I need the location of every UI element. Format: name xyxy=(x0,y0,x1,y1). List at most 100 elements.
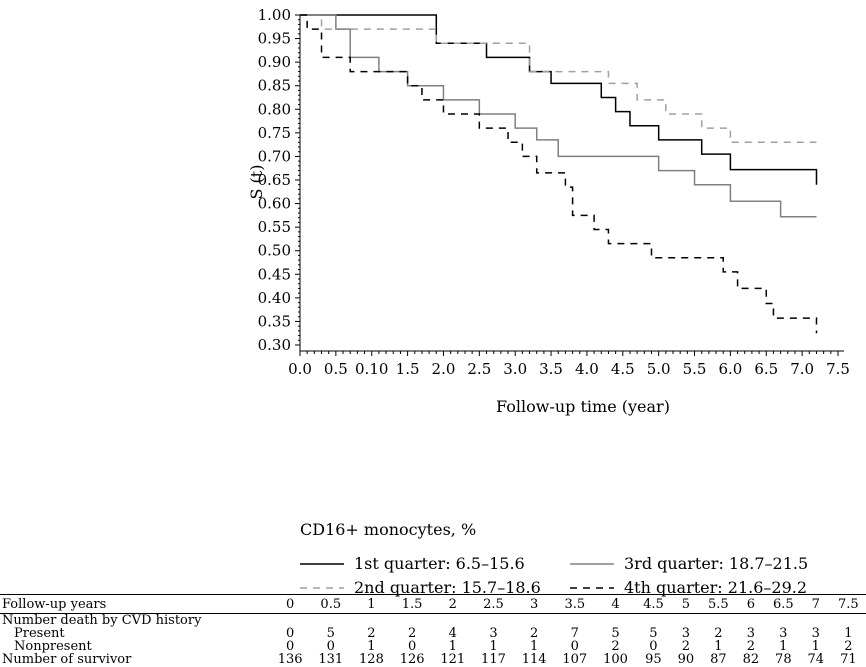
table-value-cell: 1 xyxy=(367,639,376,654)
table-value-cell: 2 xyxy=(407,626,417,641)
table-value-cell: 0 xyxy=(326,639,335,654)
y-tick-label: 0.45 xyxy=(258,265,291,283)
table-empty-cell xyxy=(310,614,351,628)
legend-item-q4: 4th quarter: 21.6–29.2 xyxy=(570,578,807,597)
table-value-cell: 90 xyxy=(677,652,695,667)
y-axis-label: S (t) xyxy=(247,165,266,200)
legend-item-q1: 1st quarter: 6.5–15.6 xyxy=(300,554,525,573)
table-empty-cell xyxy=(473,614,514,628)
table-empty-cell xyxy=(701,614,736,628)
table-value-cell: 0 xyxy=(407,639,417,654)
x-tick-label: 3.5 xyxy=(539,360,563,378)
table-year-cell: 2 xyxy=(432,594,474,614)
table-row-label: Number of survivor xyxy=(2,652,132,667)
table-value-cell: 78 xyxy=(775,652,792,667)
table-section-label: Number death by CVD history xyxy=(2,613,202,628)
table-empty-cell xyxy=(514,614,555,628)
table-year-cell: 1 xyxy=(351,594,392,614)
legend-title: CD16+ monocytes, % xyxy=(300,520,477,539)
table-empty-cell xyxy=(766,614,801,628)
table-year-cell: 5.5 xyxy=(700,594,736,614)
table-year-cell: 3 xyxy=(513,594,555,614)
y-tick-label: 1.00 xyxy=(258,6,291,24)
table-value-cell: 117 xyxy=(481,652,506,667)
table-value-cell: 0 xyxy=(570,639,579,654)
table-year-cell: 2.5 xyxy=(473,594,514,614)
table-year-cell: 0 xyxy=(269,594,311,614)
series-line-q3 xyxy=(300,14,817,218)
y-tick-label: 0.35 xyxy=(258,312,291,330)
table-row: Number of survivor 136 131 128 126 121 117 114 1… xyxy=(0,653,866,666)
legend-label-q3: 3rd quarter: 18.7–21.5 xyxy=(624,554,809,573)
table-value-cell: 0 xyxy=(285,639,295,654)
table-year-cell: 3.5 xyxy=(554,594,596,614)
table-value-cell: 5 xyxy=(326,626,335,641)
table-value-cell: 95 xyxy=(645,652,662,667)
table-row: Nonpresent 0 0 1 0 1 1 1 0 2 0 2 1 2 1 1 2 xyxy=(0,640,866,653)
table-value-cell: 82 xyxy=(742,652,760,667)
legend-swatch-q3 xyxy=(570,562,614,565)
table-value-cell: 2 xyxy=(714,626,723,641)
survival-chart: 1.000.950.900.850.800.750.700.650.600.55… xyxy=(247,6,850,416)
table-value-cell: 2 xyxy=(681,639,691,654)
table-value-cell: 1 xyxy=(529,639,539,654)
table-header-row: Follow-up years 0 0.5 1 1.5 2 2.5 3 3.5 4 4.5 5 5.5 6… xyxy=(0,594,866,614)
table-value-cell: 5 xyxy=(611,626,620,641)
table-value-cell: 71 xyxy=(840,652,857,667)
table-empty-cell xyxy=(432,614,473,628)
table-value-cell: 136 xyxy=(277,652,303,667)
table-value-cell: 131 xyxy=(318,652,344,667)
x-tick-label: 5.5 xyxy=(683,360,707,378)
x-tick-label: 0.10 xyxy=(355,360,388,378)
legend-swatch-q1 xyxy=(300,562,344,565)
table-value-cell: 2 xyxy=(844,639,853,654)
table-value-cell: 4 xyxy=(448,626,457,641)
table-year-cell: 6 xyxy=(735,594,766,614)
x-tick-label: 4.5 xyxy=(611,360,635,378)
table-value-cell: 3 xyxy=(811,626,820,641)
risk-table: Follow-up years 0 0.5 1 1.5 2 2.5 3 3.5 4 4.5 5 5.5 6… xyxy=(0,594,866,666)
y-tick-label: 0.80 xyxy=(258,100,291,118)
legend-label-q1: 1st quarter: 6.5–15.6 xyxy=(354,554,525,573)
table-value-cell: 1 xyxy=(811,639,820,654)
series-line-q2 xyxy=(300,14,817,144)
table-row: Present 0 5 2 2 4 3 2 7 5 5 3 2 3 3 3 1 xyxy=(0,627,866,640)
table-value-cell: 128 xyxy=(359,652,384,667)
y-tick-label: 0.30 xyxy=(258,336,291,354)
legend-label-q2: 2nd quarter: 15.7–18.6 xyxy=(354,578,541,597)
table-value-cell: 121 xyxy=(440,652,466,667)
x-tick-label: 6.5 xyxy=(754,360,778,378)
table-empty-cell xyxy=(595,614,636,628)
table-year-cell: 0.5 xyxy=(310,594,352,614)
table-empty-cell xyxy=(392,614,433,628)
table-value-cell: 1 xyxy=(779,639,788,654)
x-tick-label: 0.0 xyxy=(288,360,312,378)
table-value-cell: 107 xyxy=(562,652,588,667)
x-axis-label: Follow-up time (year) xyxy=(496,397,670,416)
legend-item-q2: 2nd quarter: 15.7–18.6 xyxy=(300,578,541,597)
chart-axes: 1.000.950.900.850.800.750.700.650.600.55… xyxy=(258,6,850,378)
x-tick-label: 2.5 xyxy=(467,360,491,378)
table-section-row: Number death by CVD history xyxy=(0,614,866,628)
table-value-cell: 100 xyxy=(603,652,628,667)
legend-swatch-q4 xyxy=(570,586,614,589)
table-empty-cell xyxy=(801,614,831,628)
table-empty-cell xyxy=(736,614,766,628)
table-value-cell: 2 xyxy=(367,626,376,641)
table-value-cell: 1 xyxy=(714,639,723,654)
table-value-cell: 2 xyxy=(611,639,620,654)
x-tick-label: 6.0 xyxy=(718,360,742,378)
table-header-label: Follow-up years xyxy=(0,594,270,614)
table-value-cell: 1 xyxy=(448,639,457,654)
table-empty-cell xyxy=(351,614,392,628)
table-year-cell: 4.5 xyxy=(635,594,672,614)
table-row-label: Present xyxy=(14,626,65,641)
y-tick-label: 0.70 xyxy=(258,147,291,165)
chart-series xyxy=(300,14,818,334)
table-year-cell: 1.5 xyxy=(391,594,433,614)
legend-label-q4: 4th quarter: 21.6–29.2 xyxy=(624,578,808,597)
x-tick-label: 3.0 xyxy=(503,360,527,378)
table-empty-cell xyxy=(671,614,701,628)
table-value-cell: 114 xyxy=(521,652,547,667)
table-year-cell: 4 xyxy=(595,594,636,614)
